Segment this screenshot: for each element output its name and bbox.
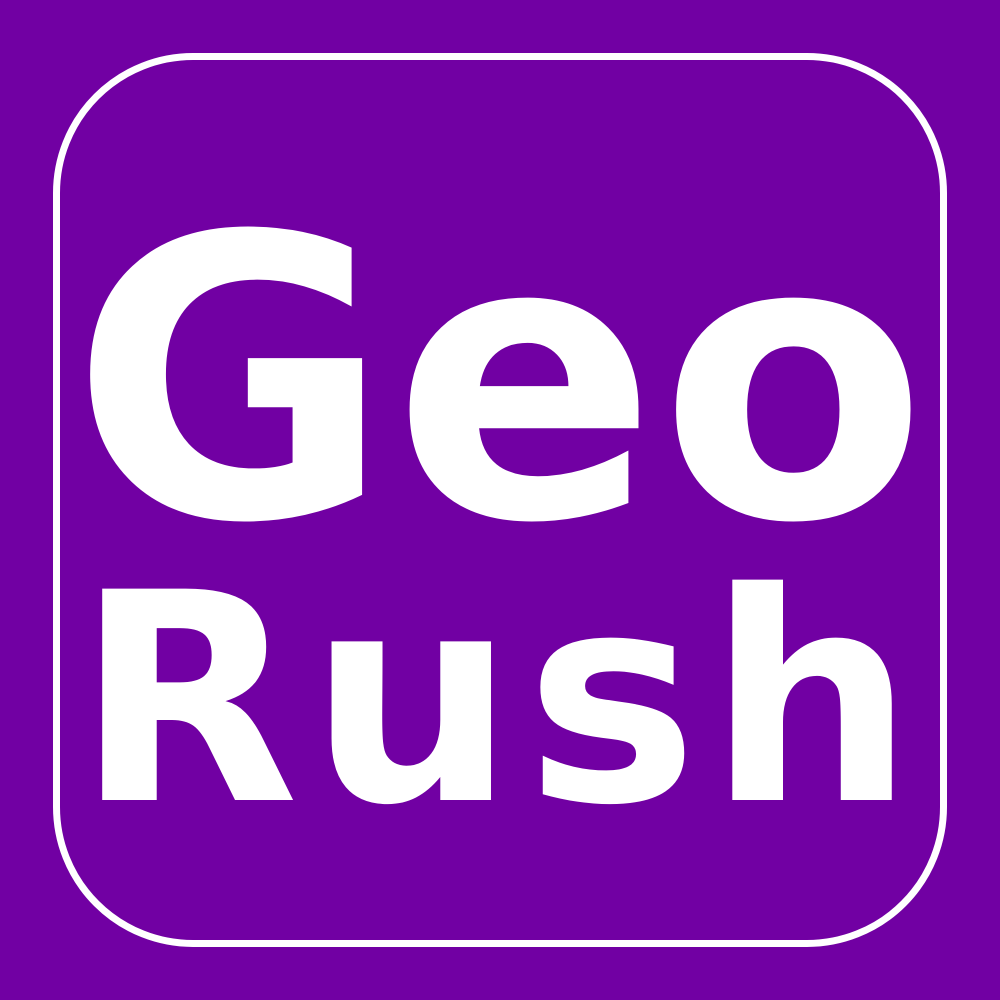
logo-word-geo: Geo	[70, 154, 930, 608]
rounded-border-frame	[53, 53, 947, 947]
logo-word-rush: Rush	[75, 532, 925, 869]
